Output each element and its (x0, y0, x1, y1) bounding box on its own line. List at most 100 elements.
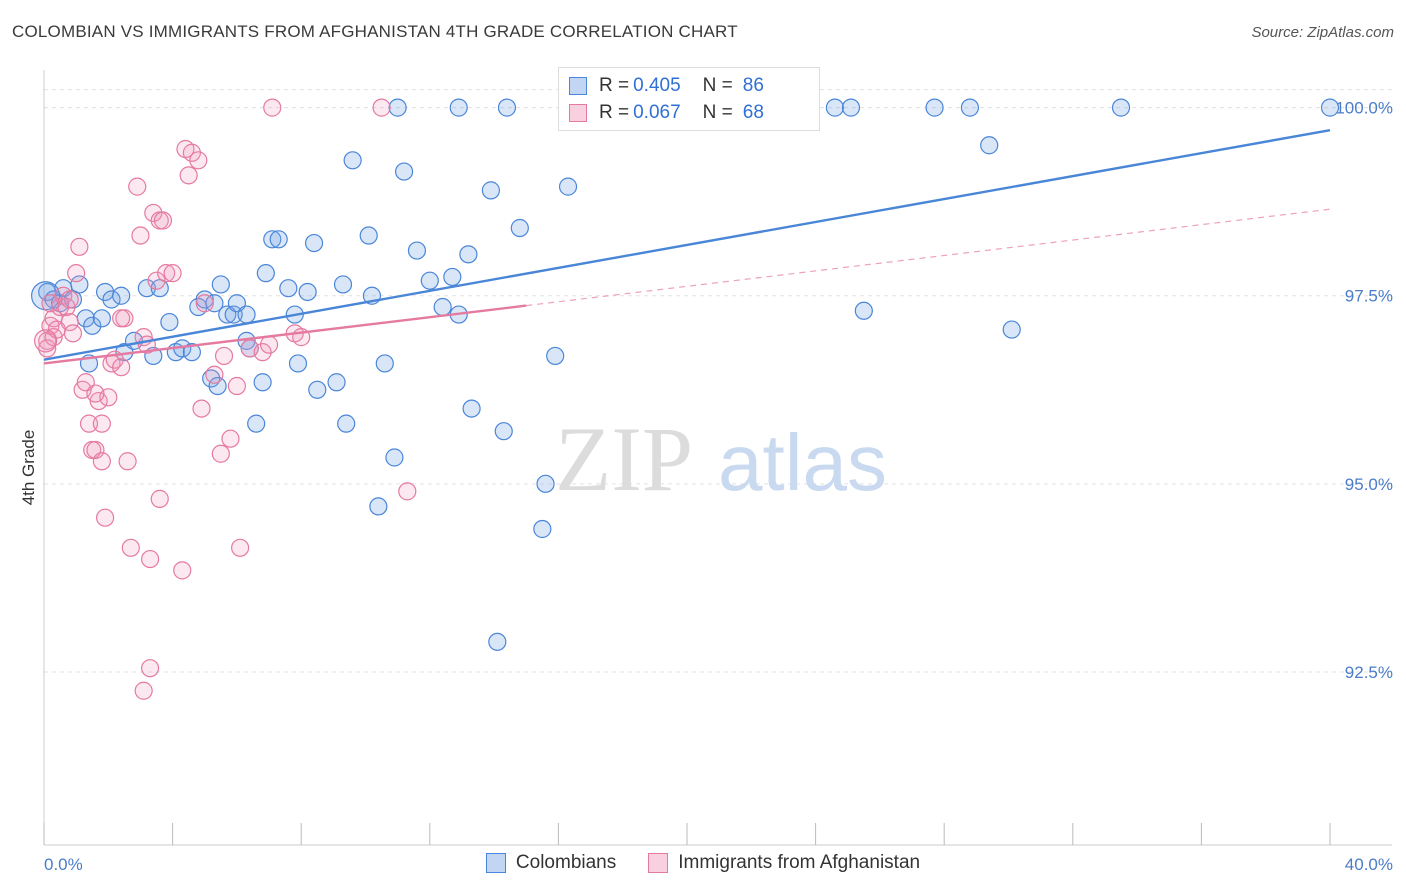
colombians-point (462, 399, 481, 418)
colombians-point (433, 297, 452, 317)
watermark-zip: ZIP (555, 408, 693, 510)
afghanistan-point (63, 324, 83, 343)
afghanistan-point (205, 365, 224, 384)
afghanistan-point (173, 561, 192, 580)
colombians-point (925, 98, 944, 117)
colombians-points (31, 98, 1340, 651)
afghanistan-point (79, 414, 99, 433)
colombians-point (546, 346, 565, 366)
axes (43, 70, 1392, 846)
colombians-point (247, 414, 266, 433)
afghanistan-point (86, 440, 105, 460)
source-label: Source: ZipAtlas.com (1251, 24, 1394, 41)
afghanistan-point (398, 482, 417, 501)
afghanistan-point (112, 358, 131, 377)
colombians-point (1002, 320, 1021, 339)
afghanistan-point (150, 489, 169, 508)
colombians-point (304, 233, 324, 253)
series-legend-afghanistan[interactable]: Immigrants from Afghanistan (648, 852, 920, 874)
afghanistan-point (227, 376, 246, 396)
colombians-point (533, 519, 552, 539)
afghanistan-point (192, 399, 211, 418)
colombians-point (343, 151, 362, 170)
colombians-point (375, 354, 394, 373)
afghanistan-point (118, 452, 137, 471)
afghanistan-point (182, 143, 201, 162)
afghanistan-point (189, 151, 208, 170)
x-tick-label: 40.0% (1345, 855, 1393, 874)
colombians-point (253, 373, 272, 392)
afghanistan-point (372, 98, 391, 117)
colombians-point (211, 275, 230, 294)
colombians-point (337, 414, 356, 433)
colombians-point (960, 98, 980, 117)
colombians-point (279, 279, 298, 298)
correlation-legend: R = 0.405 N = 86 R = 0.067 N = 68 (558, 67, 820, 131)
series-legend: Colombians Immigrants from Afghanistan (0, 852, 1406, 874)
afghanistan-point (95, 508, 115, 527)
colombians-point (1111, 98, 1131, 117)
afghanistan-point (86, 384, 105, 403)
afghanistan-point (140, 549, 160, 569)
colombians-point (308, 380, 327, 399)
afghanistan-point (263, 98, 282, 117)
colombians-point (333, 275, 353, 294)
colombians-point (481, 181, 500, 200)
colombians-point (420, 271, 439, 290)
afghanistan-point (147, 271, 166, 290)
colombians-point (182, 343, 201, 362)
colombians-point (327, 373, 346, 392)
grid-lines (44, 89, 1392, 673)
afghanistan-point (163, 264, 182, 283)
colombians-point (494, 422, 513, 441)
chart-title: COLOMBIAN VS IMMIGRANTS FROM AFGHANISTAN… (12, 22, 738, 41)
watermark: ZIP atlas (555, 408, 887, 510)
colombians-point (288, 354, 308, 373)
y-tick-label: 97.5% (1345, 287, 1393, 306)
afghanistan-point (157, 264, 176, 283)
colombians-point (224, 305, 243, 324)
colombians-point (137, 279, 156, 298)
afghanistan-point (179, 166, 198, 185)
colombians-point (205, 294, 224, 313)
colombians-point (359, 226, 378, 245)
afghanistan-point (231, 538, 250, 557)
colombians-point (269, 230, 288, 249)
afghanistan-point (211, 444, 230, 463)
trend-lines (43, 129, 1331, 365)
afghanistan-point (253, 343, 272, 362)
colombians-point (369, 497, 388, 516)
colombians-point (449, 98, 468, 117)
afghanistan-point (38, 339, 57, 358)
afghanistan-point (128, 177, 147, 196)
legend-r-label: R = (599, 102, 630, 123)
colombians-point (825, 98, 844, 117)
afghanistan-point (134, 681, 153, 700)
afghanistan-point (214, 346, 234, 366)
colombians-point (443, 267, 462, 287)
afghanistan-trend-line (43, 304, 527, 365)
afghanistan-point (112, 309, 131, 328)
legend-r-label: R = (599, 75, 630, 96)
afghanistan-point (131, 226, 150, 245)
legend-row-afghanistan: R = 0.067 N = 68 (569, 101, 768, 125)
legend-n-label: N = (702, 102, 733, 123)
colombians-point (980, 136, 999, 155)
afghanistan-point (50, 297, 70, 317)
x-tick-label: 0.0% (44, 855, 83, 874)
afghanistan-point (144, 203, 163, 223)
colombians-point (488, 632, 507, 651)
afghanistan-point (92, 452, 111, 471)
colombians-point (92, 309, 111, 328)
series-legend-colombians[interactable]: Colombians (485, 852, 616, 874)
colombians-point (70, 275, 89, 294)
colombians-point (298, 282, 317, 302)
legend-r-value: 0.405 (633, 75, 681, 96)
y-axis-label: 4th Grade (19, 430, 38, 506)
legend-row-colombians: R = 0.405 N = 86 (569, 74, 768, 98)
afghanistan-point (92, 414, 111, 433)
colombians-point (83, 316, 102, 335)
colombians-point (208, 376, 227, 396)
colombians-point (388, 98, 407, 117)
